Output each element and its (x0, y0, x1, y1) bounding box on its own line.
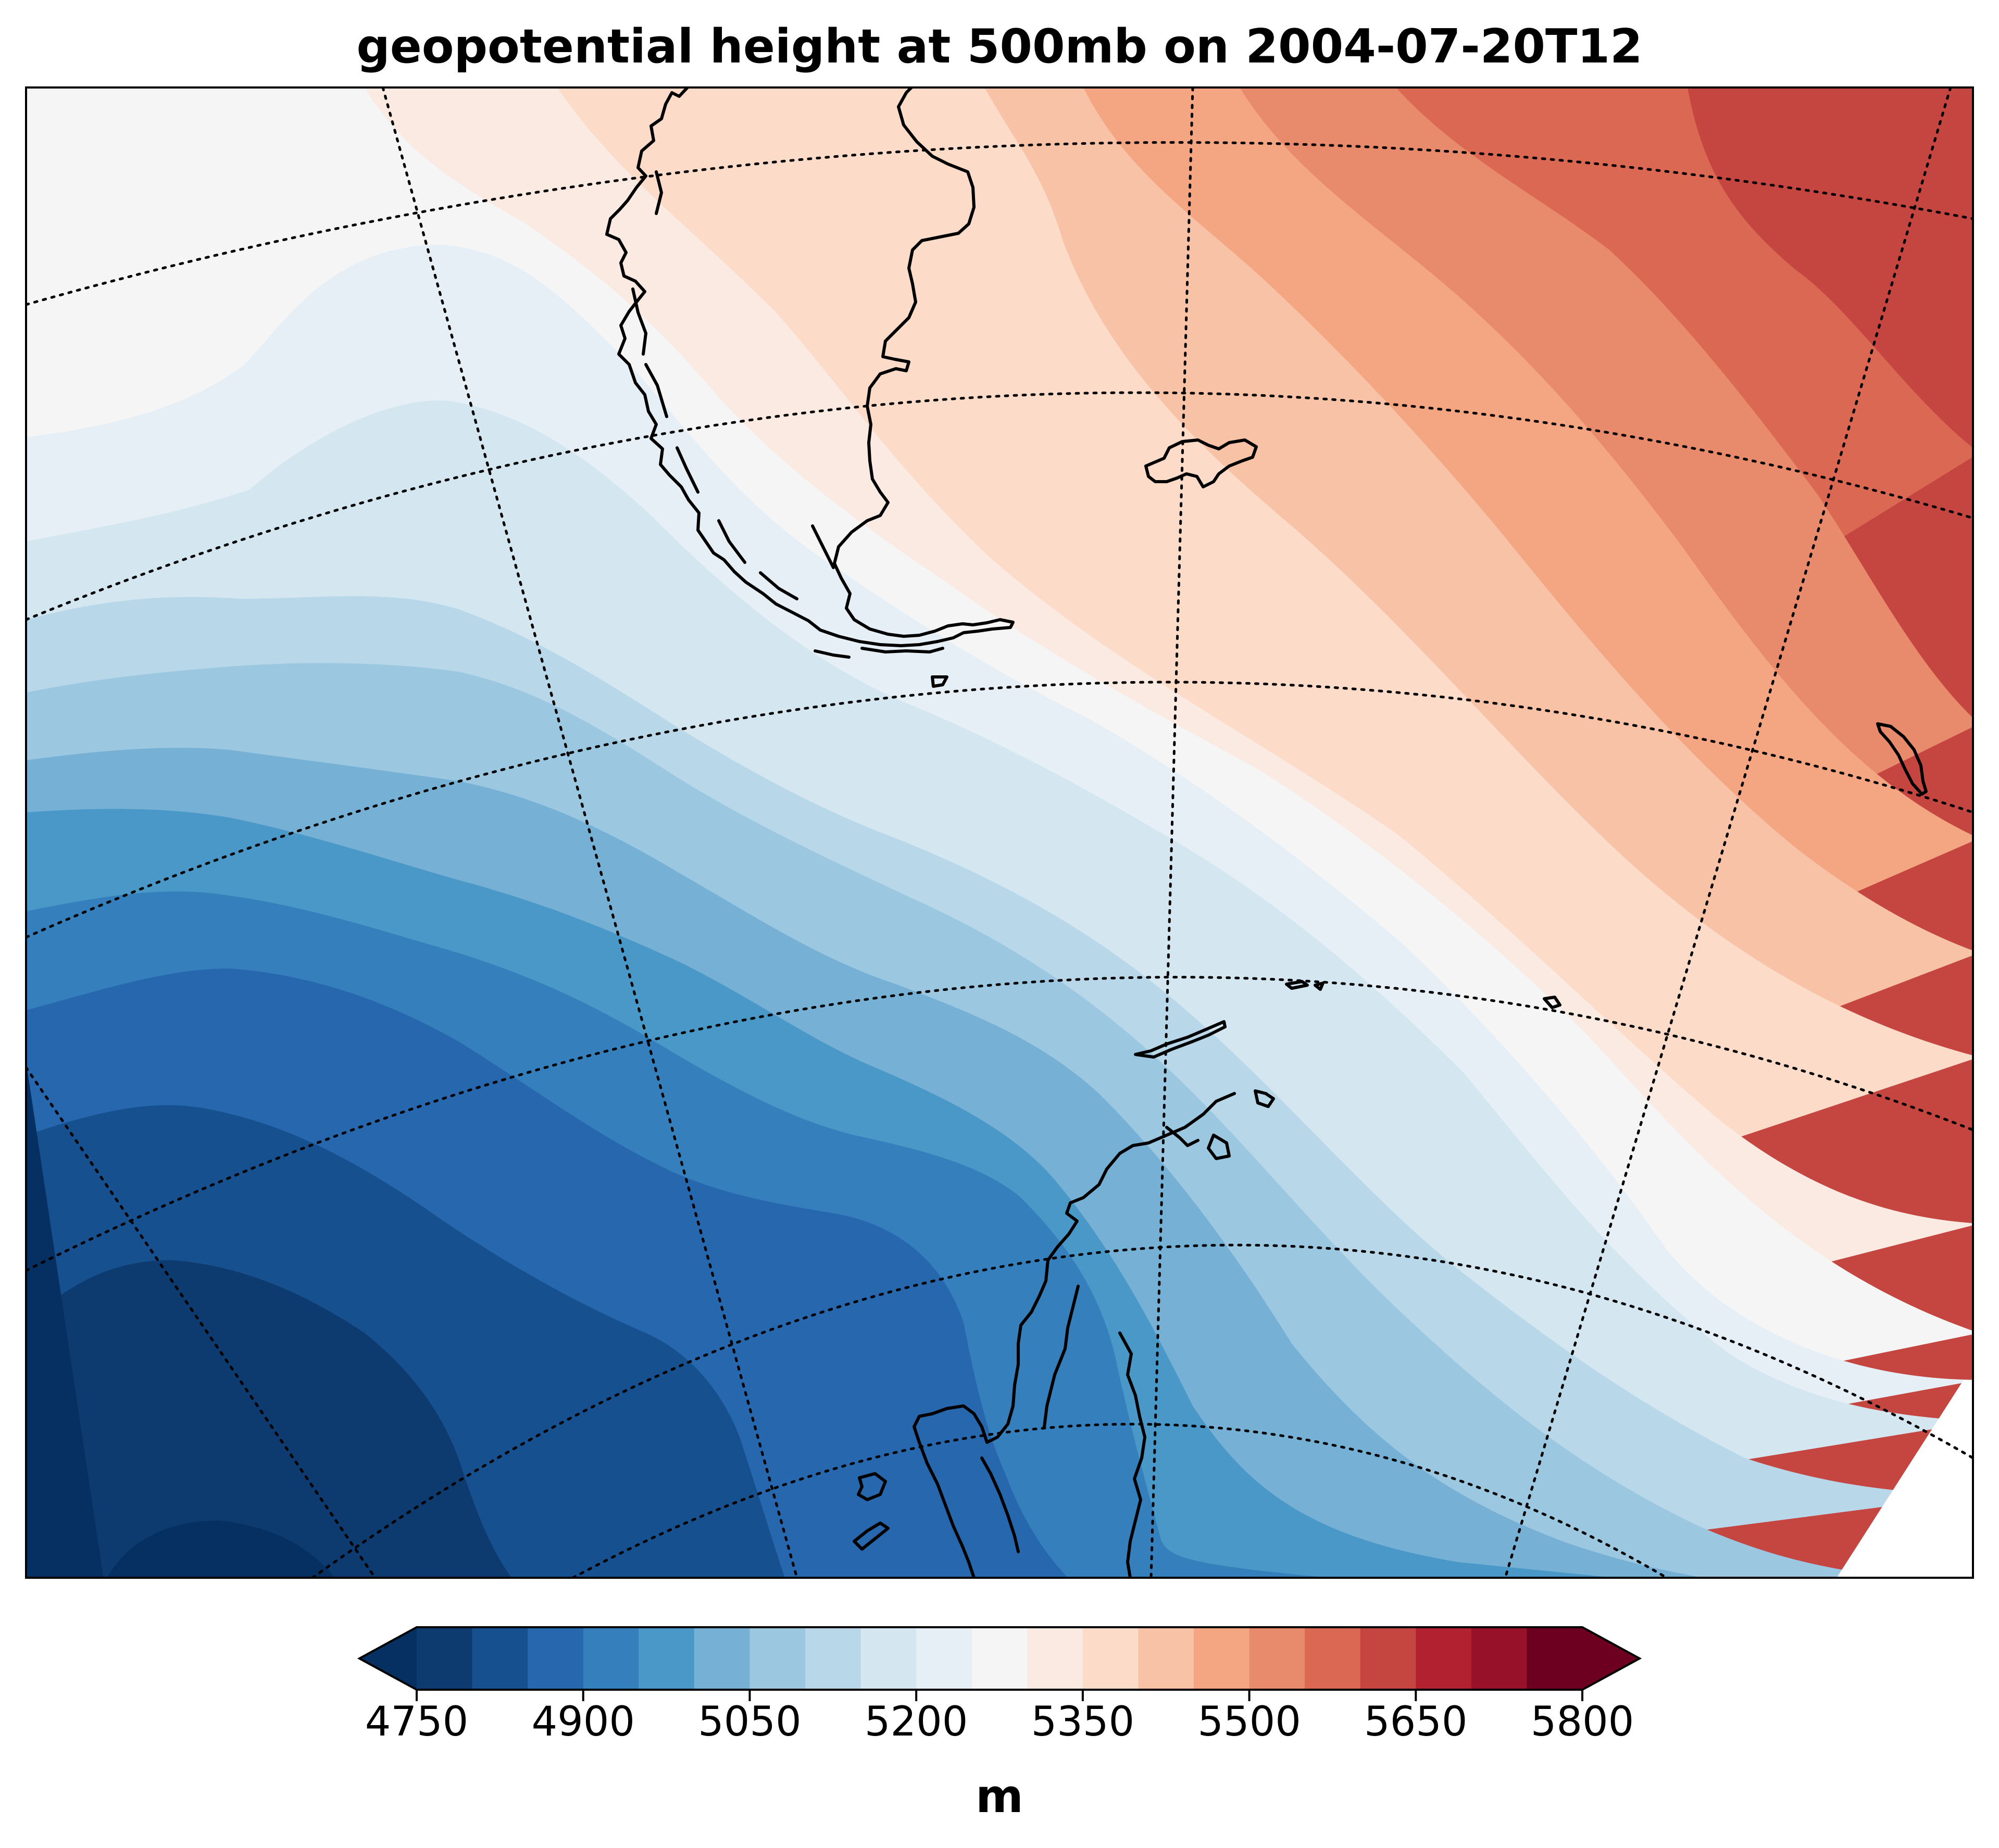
colorbar-block (1527, 1627, 1583, 1690)
chart-title: geopotential height at 500mb on 2004-07-… (356, 19, 1642, 74)
antarctic-peninsula-coastline (913, 1089, 1275, 1578)
falkland-islands (1144, 438, 1258, 488)
colorbar-tick-label: 4750 (365, 1699, 469, 1745)
colorbar-block (1471, 1627, 1528, 1690)
colorbar-tick-label: 5800 (1531, 1699, 1634, 1745)
longitude-line (381, 87, 798, 1578)
no-data-corner (1836, 1380, 1973, 1578)
colorbar-tick-label: 5350 (1031, 1699, 1135, 1745)
height-contour-bands (26, 87, 1973, 1578)
map-frame (25, 86, 1974, 1579)
longitude-line (1504, 87, 1952, 1578)
colorbar-tick-label: 5500 (1197, 1699, 1301, 1745)
latitude-line (26, 391, 1973, 621)
colorbar-block (1360, 1627, 1416, 1690)
colorbar-block (583, 1627, 639, 1690)
colorbar-block (1416, 1627, 1472, 1690)
longitude-line (26, 1066, 377, 1578)
longitude-line (1150, 87, 1194, 1578)
colorbar-block (1138, 1627, 1194, 1690)
colorbar-block (860, 1627, 917, 1690)
colorbar: 4750 4900 5050 5200 5350 5500 5650 5800 m (357, 1626, 1642, 1823)
contour-band (26, 1061, 335, 1578)
colorbar-unit-label: m (976, 1769, 1023, 1823)
colorbar-blocks (417, 1627, 1583, 1690)
colorbar-block (1305, 1627, 1361, 1690)
colorbar-block (971, 1627, 1028, 1690)
colorbar-block (1249, 1627, 1305, 1690)
colorbar-block (528, 1627, 584, 1690)
colorbar-block (916, 1627, 972, 1690)
map-area[interactable] (0, 0, 1999, 1770)
south-georgia-island (1876, 722, 1928, 796)
colorbar-tick-label: 5050 (698, 1699, 802, 1745)
colorbar-block (749, 1627, 806, 1690)
latitude-line (26, 141, 1973, 306)
tierra-del-fuego-islands (814, 647, 948, 688)
south-shetland-islands (1134, 980, 1561, 1059)
colorbar-block (472, 1627, 528, 1690)
south-america-coastline (605, 87, 1015, 647)
latitude-line (26, 681, 1973, 939)
colorbar-extend-low (359, 1627, 417, 1690)
latitude-line (571, 1423, 1668, 1578)
colorbar-tick-label: 5650 (1364, 1699, 1468, 1745)
colorbar-block (1027, 1627, 1083, 1690)
graticule-lines (26, 87, 1973, 1578)
alexander-island (853, 1472, 890, 1551)
colorbar-ticks: 4750 4900 5050 5200 5350 5500 5650 5800 (365, 1690, 1634, 1745)
colorbar-block (1082, 1627, 1139, 1690)
contour-band (26, 1260, 512, 1578)
colorbar-block (694, 1627, 751, 1690)
fjord-islands (631, 170, 835, 600)
colorbar-tick-label: 5200 (865, 1699, 968, 1745)
colorbar-extend-high (1582, 1627, 1640, 1690)
coastlines (605, 87, 1928, 1578)
colorbar-block (639, 1627, 695, 1690)
latitude-line (311, 1243, 1973, 1578)
colorbar-block (1194, 1627, 1250, 1690)
colorbar-block (805, 1627, 861, 1690)
colorbar-block (417, 1627, 473, 1690)
colorbar-tick-label: 4900 (531, 1699, 635, 1745)
